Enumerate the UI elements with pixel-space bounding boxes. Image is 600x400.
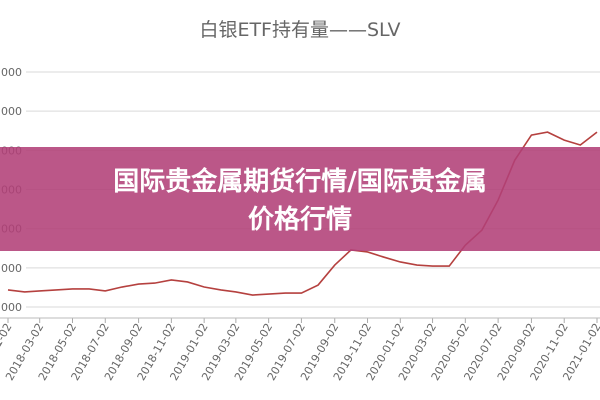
chart-title: 白银ETF持有量——SLV xyxy=(199,19,400,41)
banner-text: 价格行情 xyxy=(248,204,352,235)
y-tick-label: 21,000 xyxy=(0,66,22,79)
y-tick-label: 19,000 xyxy=(0,105,22,118)
banner-text: 国际贵金属期货行情/国际贵金属 xyxy=(113,166,487,197)
banner xyxy=(0,147,600,251)
y-tick-label: 11,000 xyxy=(0,262,22,275)
y-tick-label: 9,000 xyxy=(0,301,22,314)
